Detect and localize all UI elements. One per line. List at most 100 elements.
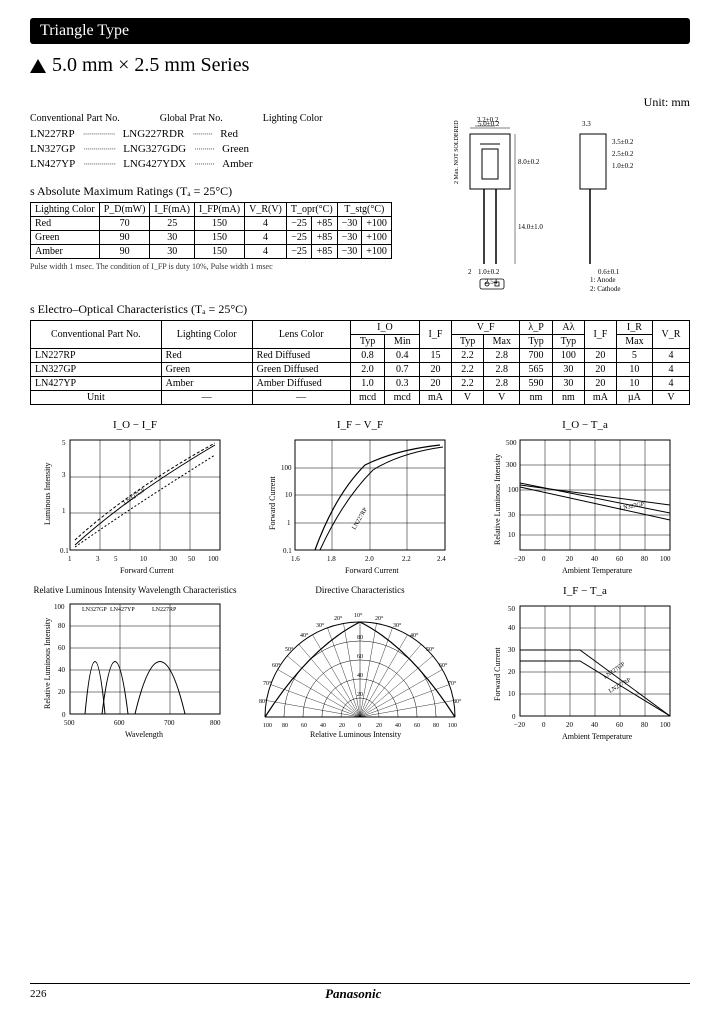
svg-text:50°: 50° xyxy=(426,646,435,653)
svg-text:40°: 40° xyxy=(300,632,309,639)
svg-text:1: 1 xyxy=(62,507,66,515)
th: Conventional Part No. xyxy=(31,321,162,349)
th: Aλ xyxy=(552,321,584,335)
th: Typ xyxy=(552,335,584,349)
svg-text:8.0±0.2: 8.0±0.2 xyxy=(518,158,540,166)
svg-text:40: 40 xyxy=(591,721,599,729)
svg-text:0: 0 xyxy=(62,711,66,719)
chart-title: I_F − T_a xyxy=(480,585,690,597)
svg-text:20: 20 xyxy=(566,555,574,563)
part-color: Green xyxy=(222,143,249,155)
part-conv: LN227RP xyxy=(30,128,75,140)
svg-text:500: 500 xyxy=(506,439,517,447)
svg-text:80: 80 xyxy=(357,635,363,641)
part-row: LN327GP················LNG327GDG········… xyxy=(30,143,420,155)
svg-text:80: 80 xyxy=(58,622,66,630)
svg-text:500: 500 xyxy=(64,719,75,727)
svg-text:60°: 60° xyxy=(272,662,281,669)
unit-row: Unit——mcdmcdmAVVnmnmmAµAV xyxy=(31,391,690,405)
svg-text:3.3: 3.3 xyxy=(582,120,591,128)
table-row: Amber90301504−25+85−30+100 xyxy=(31,245,392,259)
svg-text:1.0±0.2: 1.0±0.2 xyxy=(612,162,634,170)
table-row: LN227RPRedRed Diffused0.80.4152.22.87001… xyxy=(31,349,690,363)
svg-text:50: 50 xyxy=(508,605,516,613)
svg-text:60: 60 xyxy=(58,644,66,652)
svg-text:1.6: 1.6 xyxy=(291,555,300,563)
svg-text:60: 60 xyxy=(301,723,307,729)
svg-text:30: 30 xyxy=(170,555,178,563)
part-row: LN227RP················LNG227RDR········… xyxy=(30,128,420,140)
diagram-box: 5.0±0.2 8.0±0.2 14.0±1.0 2 Max. NOT SOLD… xyxy=(440,114,690,294)
svg-text:−20: −20 xyxy=(514,721,525,729)
svg-text:Ambient Temperature: Ambient Temperature xyxy=(562,732,633,741)
svg-text:LN427YP: LN427YP xyxy=(110,607,135,613)
svg-text:20: 20 xyxy=(339,723,345,729)
svg-text:80: 80 xyxy=(433,723,439,729)
th: Typ xyxy=(350,335,385,349)
page-footer: 226 Panasonic xyxy=(30,983,690,1002)
chart-title: I_O − I_F xyxy=(30,419,240,431)
svg-text:100: 100 xyxy=(448,723,457,729)
svg-text:20: 20 xyxy=(58,688,66,696)
svg-text:3: 3 xyxy=(96,555,100,563)
svg-text:100: 100 xyxy=(208,555,219,563)
abs-max-table: Lighting Color P_D(mW) I_F(mA) I_FP(mA) … xyxy=(30,202,392,259)
svg-text:1: 1 xyxy=(68,555,72,563)
dots: ·········· xyxy=(194,144,214,154)
svg-text:10: 10 xyxy=(508,531,516,539)
svg-text:0.1: 0.1 xyxy=(283,547,292,555)
svg-text:20°: 20° xyxy=(375,615,384,622)
svg-text:LN327GP: LN327GP xyxy=(82,607,107,613)
table-row: Green90301504−25+85−30+100 xyxy=(31,231,392,245)
chart-io-if: I_O − I_F LN327GP 0.1 1 3 5 1 3 5 10 30 … xyxy=(30,419,240,575)
part-conv: LN427YP xyxy=(30,158,75,170)
part-global: LNG327GDG xyxy=(123,143,186,155)
series-title-text: 5.0 mm × 2.5 mm Series xyxy=(52,54,249,77)
th: Lighting Color xyxy=(31,203,100,217)
svg-text:80°: 80° xyxy=(453,698,462,705)
th: T_opr(°C) xyxy=(286,203,337,217)
part-global: LNG427YDX xyxy=(123,158,186,170)
svg-text:100: 100 xyxy=(54,603,65,611)
svg-text:60: 60 xyxy=(414,723,420,729)
hdr-color: Lighting Color xyxy=(263,113,323,124)
svg-text:LN227RP: LN227RP xyxy=(352,506,370,531)
svg-text:Forward Current: Forward Current xyxy=(345,566,399,575)
svg-text:Ambient Temperature: Ambient Temperature xyxy=(562,566,633,575)
svg-text:40°: 40° xyxy=(410,632,419,639)
svg-text:60°: 60° xyxy=(439,662,448,669)
unit-label: Unit: mm xyxy=(440,95,690,110)
svg-text:5: 5 xyxy=(114,555,118,563)
hdr-conv: Conventional Part No. xyxy=(30,113,120,124)
svg-text:30°: 30° xyxy=(393,622,402,629)
svg-text:Forward Current: Forward Current xyxy=(268,476,277,530)
abs-max-footnote: Pulse width 1 msec. The condition of I_F… xyxy=(30,262,420,271)
svg-text:2 Max. NOT SOLDERED: 2 Max. NOT SOLDERED xyxy=(454,120,460,184)
svg-text:10: 10 xyxy=(508,690,516,698)
th: Lens Color xyxy=(252,321,350,349)
svg-text:0: 0 xyxy=(542,721,546,729)
chart-title: Relative Luminous Intensity Wavelength C… xyxy=(30,585,240,595)
svg-text:0.1: 0.1 xyxy=(60,547,69,555)
svg-text:20: 20 xyxy=(357,692,363,698)
svg-text:2.0: 2.0 xyxy=(365,555,374,563)
part-number-list: Conventional Part No. Global Prat No. Li… xyxy=(30,113,420,170)
part-color: Amber xyxy=(222,158,253,170)
svg-text:0.6±0.1: 0.6±0.1 xyxy=(598,268,620,276)
th: Typ xyxy=(520,335,552,349)
th: Max xyxy=(484,335,520,349)
th: I_F xyxy=(585,321,617,349)
svg-text:800: 800 xyxy=(210,719,221,727)
chart-io-ta: I_O − T_a LN327GP 10 30 100 300 500 −20 … xyxy=(480,419,690,575)
svg-text:40: 40 xyxy=(395,723,401,729)
chart-title: Directive Characteristics xyxy=(255,585,465,595)
chart-title: I_F − V_F xyxy=(255,419,465,431)
dots: ·········· xyxy=(192,129,212,139)
svg-text:30°: 30° xyxy=(316,622,325,629)
svg-text:1: 1 xyxy=(287,519,291,527)
th: V_R(V) xyxy=(245,203,287,217)
svg-text:20: 20 xyxy=(508,668,516,676)
dots: ·········· xyxy=(194,159,214,169)
svg-text:300: 300 xyxy=(506,461,517,469)
svg-text:0: 0 xyxy=(542,555,546,563)
